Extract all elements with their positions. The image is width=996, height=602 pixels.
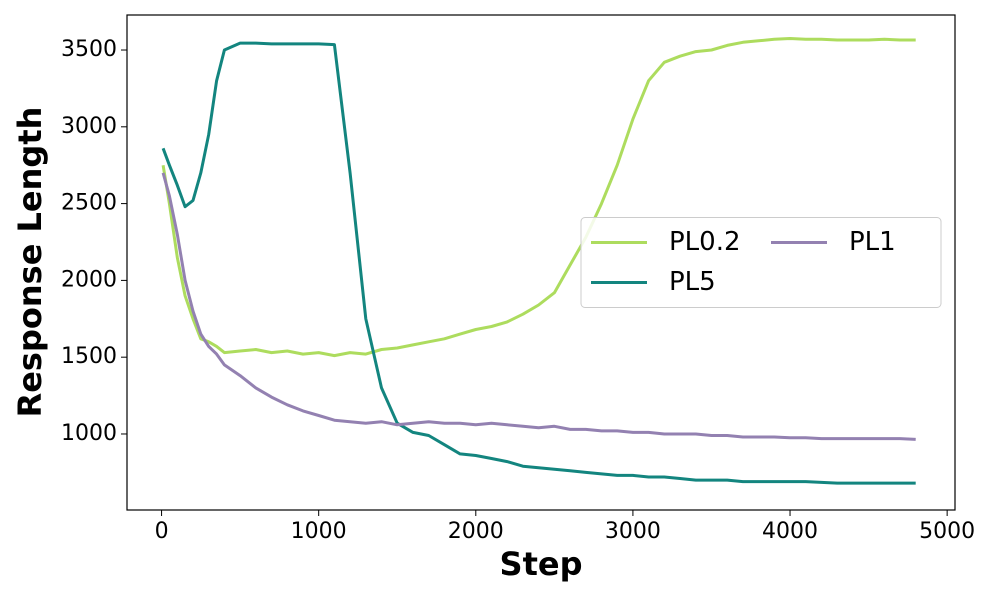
x-tick-label: 4000	[762, 519, 818, 544]
legend-box	[580, 217, 942, 308]
y-axis-label: Response Length	[11, 107, 49, 418]
x-tick-label: 2000	[448, 519, 504, 544]
legend-label: PL1	[849, 227, 896, 257]
y-tick-label: 2000	[61, 267, 117, 292]
x-tick-label: 0	[155, 519, 169, 544]
legend-label: PL0.2	[669, 227, 741, 257]
x-tick-label: 1000	[291, 519, 347, 544]
x-tick-label: 3000	[605, 519, 661, 544]
legend-label: PL5	[669, 267, 716, 297]
x-axis-label: Step	[500, 545, 583, 583]
series-line	[161, 37, 916, 358]
series-line	[161, 172, 916, 441]
y-tick-label: 1500	[61, 344, 117, 369]
y-tick-label: 1000	[61, 421, 117, 446]
y-tick-label: 2500	[61, 191, 117, 216]
series-line	[161, 41, 916, 485]
plot-frame	[126, 14, 956, 511]
x-tick-label: 5000	[919, 519, 975, 544]
y-tick-label: 3000	[61, 114, 117, 139]
y-tick-label: 3500	[61, 37, 117, 62]
